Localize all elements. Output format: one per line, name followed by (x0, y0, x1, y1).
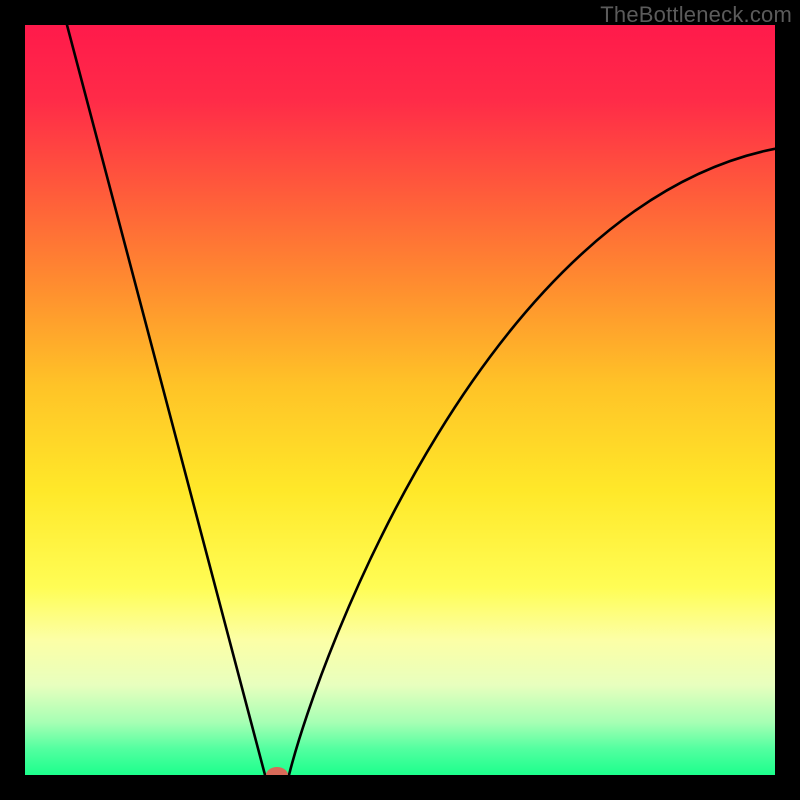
chart-plot-background (25, 25, 775, 775)
chart-container (0, 0, 800, 800)
watermark-text: TheBottleneck.com (600, 2, 792, 28)
bottleneck-chart (0, 0, 800, 800)
